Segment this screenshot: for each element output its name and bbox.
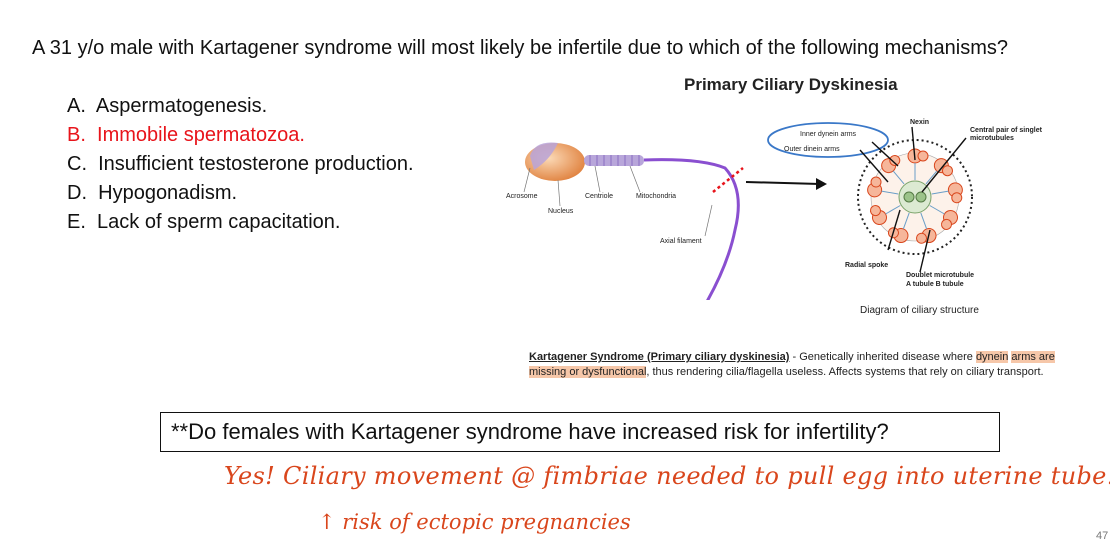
arrow-line: [745, 181, 821, 185]
label-radial-spoke: Radial spoke: [845, 262, 888, 269]
question-text: A 31 y/o male with Kartagener syndrome w…: [32, 37, 1009, 59]
option-d: D. Hypogonadism.: [67, 182, 238, 204]
label-central-pair-1: Central pair of singlet: [970, 127, 1043, 134]
arrow-head: [816, 178, 827, 190]
label-acrosome: Acrosome: [506, 193, 538, 200]
ciliary-diagram: Acrosome Nucleus Centriole Mitochondria …: [506, 119, 1043, 300]
cut-marker: [712, 167, 744, 193]
label-outer-dynein: Outer dinein arms: [784, 146, 840, 153]
diagram-title: Primary Ciliary Dyskinesia: [684, 75, 898, 94]
sperm-tail: [643, 158, 740, 300]
midpiece: [584, 155, 644, 166]
option-a: A. Aspermatogenesis.: [67, 95, 268, 117]
label-doublet-2: A tubule B tubule: [906, 281, 964, 288]
option-e: E. Lack of sperm capacitation.: [67, 211, 341, 233]
definition-term: Kartagener Syndrome (Primary ciliary dys…: [529, 351, 790, 363]
syndrome-definition: Kartagener Syndrome (Primary ciliary dys…: [529, 351, 1055, 378]
label-nexin: Nexin: [910, 119, 929, 126]
label-inner-dynein: Inner dynein arms: [800, 131, 857, 138]
handwritten-answer-line1: Yes! Ciliary movement @ fimbriae needed …: [224, 462, 1110, 490]
label-nucleus: Nucleus: [548, 208, 574, 215]
option-c: C. Insufficient testosterone production.: [67, 153, 414, 175]
question-stem: A 31 y/o male with Kartagener syndrome w…: [32, 36, 1012, 61]
label-centriole: Centriole: [585, 193, 613, 200]
dynein-callout: [767, 122, 889, 158]
option-b: B. Immobile spermatozoa.: [67, 124, 305, 146]
discussion-prompt: **Do females with Kartagener syndrome ha…: [171, 419, 889, 444]
label-mitochondria: Mitochondria: [636, 193, 676, 200]
label-central-pair-2: microtubules: [970, 135, 1014, 142]
discussion-prompt-box: **Do females with Kartagener syndrome ha…: [160, 412, 1000, 452]
axoneme-cross-section: [857, 139, 973, 255]
handwritten-answer-line2: ↑ risk of ectopic pregnancies: [318, 510, 631, 534]
label-doublet-1: Doublet microtubule: [906, 272, 974, 279]
answer-options: A. Aspermatogenesis. B. Immobile spermat…: [67, 92, 414, 237]
acrosome-cap: [530, 142, 558, 170]
highlight-dynein: dynein: [975, 351, 1009, 363]
label-axial-filament: Axial filament: [660, 238, 702, 245]
diagram-caption: Diagram of ciliary structure: [860, 305, 979, 316]
page-number: 47: [1096, 530, 1109, 542]
